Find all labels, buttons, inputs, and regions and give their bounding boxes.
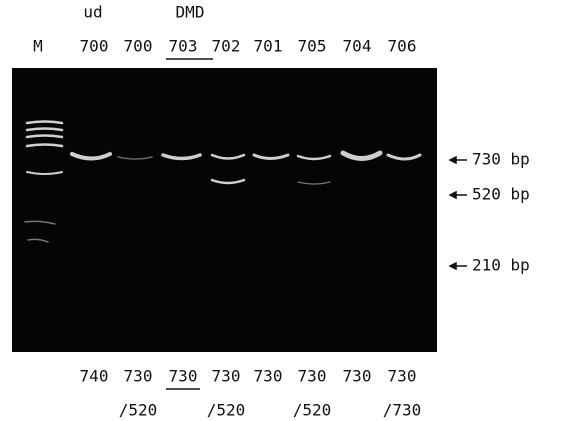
lane-label: 701	[254, 37, 283, 56]
group-label: ud	[83, 3, 102, 22]
underlines	[166, 58, 213, 390]
marker-label: 520 bp	[472, 185, 530, 204]
size-label-2: /730	[383, 401, 422, 420]
lane-label: 706	[388, 37, 417, 56]
size-label: 740	[80, 367, 109, 386]
arrows	[448, 155, 467, 271]
lane-label: 700	[124, 37, 153, 56]
size-label: 730	[254, 367, 283, 386]
size-label: 730	[388, 367, 417, 386]
size-label: 730	[212, 367, 241, 386]
size-label-2: /520	[293, 401, 332, 420]
lane-label: 700	[80, 37, 109, 56]
marker-label: 210 bp	[472, 256, 530, 275]
size-label-2: /520	[207, 401, 246, 420]
size-label: 730	[343, 367, 372, 386]
size-label: 730	[124, 367, 153, 386]
group-label: DMD	[176, 3, 205, 22]
bands	[24, 120, 422, 243]
lane-label: M	[33, 37, 43, 56]
size-label-2: /520	[119, 401, 158, 420]
lane-label: 705	[298, 37, 327, 56]
lane-label: 704	[343, 37, 372, 56]
size-label: 730	[169, 367, 198, 386]
gel	[12, 68, 437, 352]
marker-label: 730 bp	[472, 150, 530, 169]
lane-label: 702	[212, 37, 241, 56]
size-label: 730	[298, 367, 327, 386]
lane-label: 703	[169, 37, 198, 56]
